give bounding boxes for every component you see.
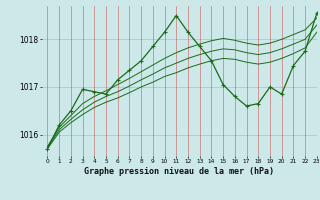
X-axis label: Graphe pression niveau de la mer (hPa): Graphe pression niveau de la mer (hPa) <box>84 167 274 176</box>
